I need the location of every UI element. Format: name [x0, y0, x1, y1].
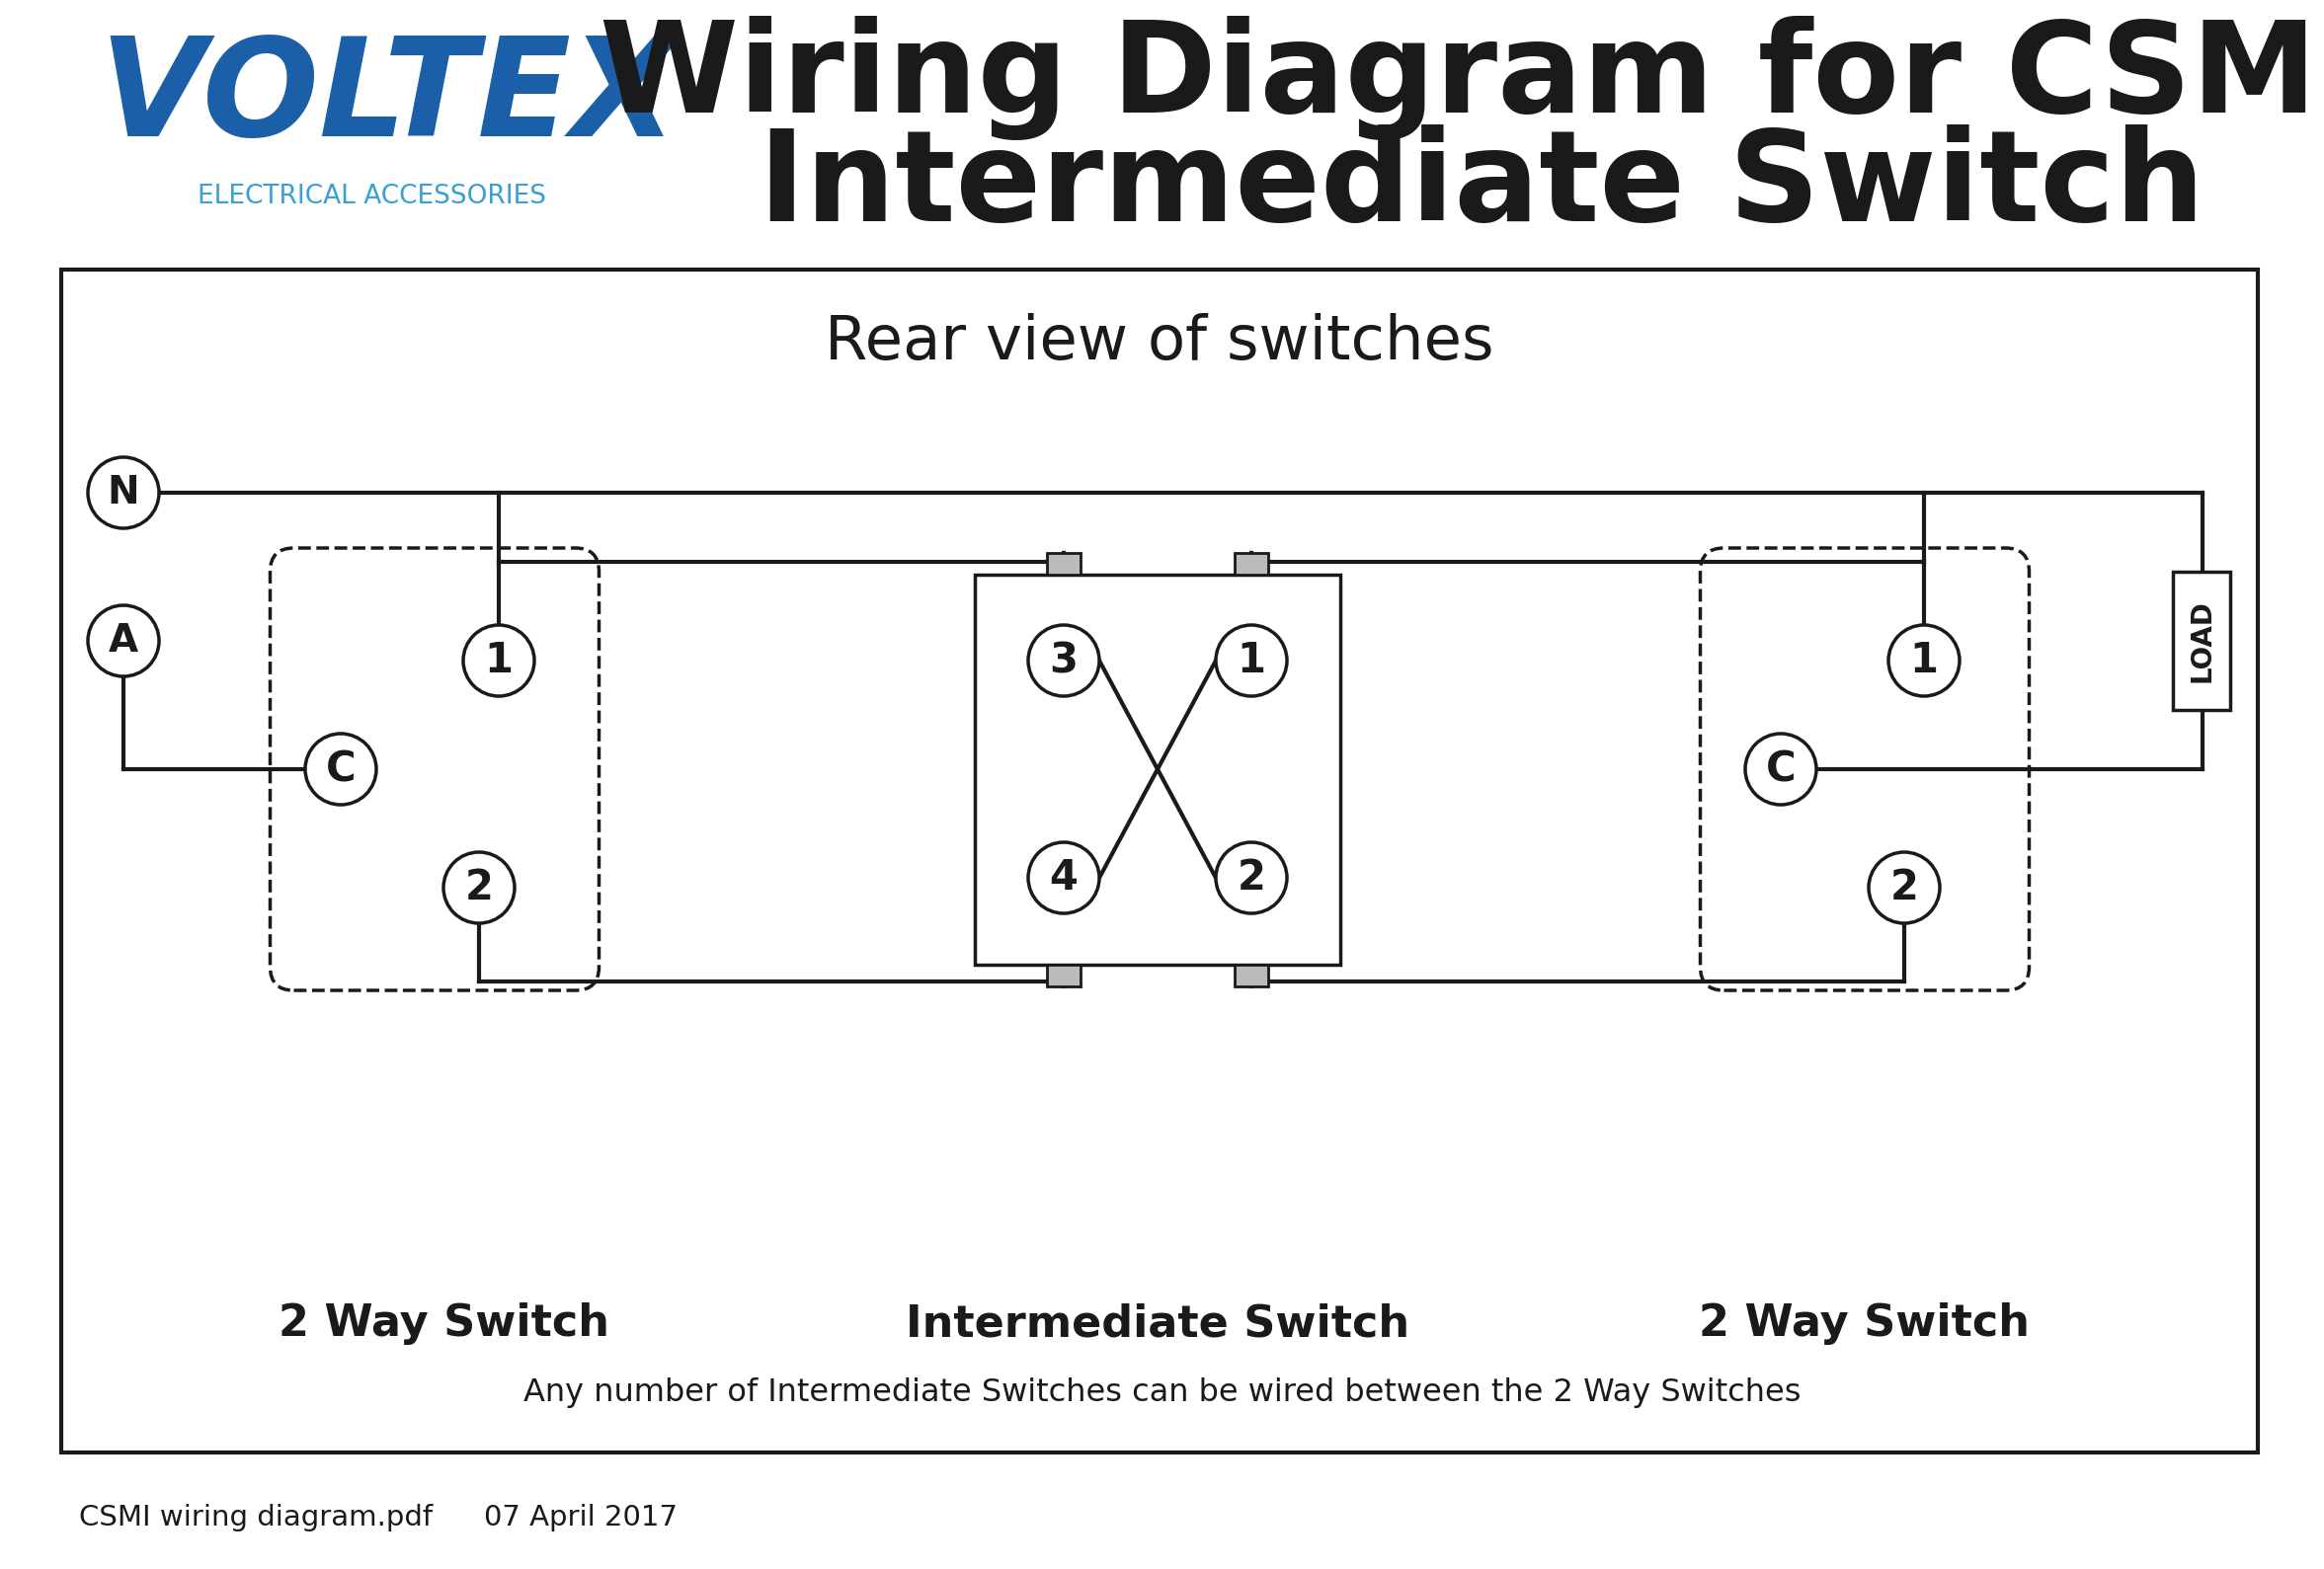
- Circle shape: [462, 624, 535, 697]
- Text: LOAD: LOAD: [2189, 599, 2217, 683]
- Text: 2: 2: [1236, 857, 1267, 899]
- Circle shape: [88, 457, 158, 529]
- Text: ELECTRICAL ACCESSORIES: ELECTRICAL ACCESSORIES: [198, 184, 546, 209]
- Circle shape: [1027, 843, 1099, 913]
- Text: ®: ®: [611, 61, 646, 94]
- Text: Intermediate Switch: Intermediate Switch: [758, 126, 2205, 248]
- Circle shape: [1215, 624, 1287, 697]
- Text: Wiring Diagram for CSMI: Wiring Diagram for CSMI: [600, 16, 2324, 140]
- Text: 2 Way Switch: 2 Way Switch: [279, 1302, 609, 1345]
- Bar: [1046, 965, 1081, 985]
- Text: 1: 1: [483, 640, 514, 681]
- Text: N: N: [107, 474, 139, 511]
- Text: 1: 1: [1236, 640, 1267, 681]
- Circle shape: [1027, 624, 1099, 697]
- Bar: [1234, 965, 1269, 985]
- FancyBboxPatch shape: [1701, 548, 2029, 990]
- Circle shape: [1215, 843, 1287, 913]
- Text: Rear view of switches: Rear view of switches: [825, 312, 1494, 372]
- Text: A: A: [109, 621, 139, 659]
- Circle shape: [1745, 734, 1817, 805]
- Text: CSMI wiring diagram.pdf: CSMI wiring diagram.pdf: [79, 1503, 432, 1531]
- Text: Intermediate Switch: Intermediate Switch: [906, 1302, 1408, 1345]
- Text: 07 April 2017: 07 April 2017: [483, 1503, 679, 1531]
- Text: C: C: [1766, 748, 1796, 789]
- Bar: [60, 270, 2259, 1453]
- Circle shape: [88, 606, 158, 676]
- Text: 2: 2: [1889, 868, 1920, 908]
- Text: 4: 4: [1050, 857, 1078, 899]
- Text: Any number of Intermediate Switches can be wired between the 2 Way Switches: Any number of Intermediate Switches can …: [523, 1378, 1801, 1409]
- Text: 3: 3: [1050, 640, 1078, 681]
- Text: C: C: [325, 748, 356, 789]
- Circle shape: [1889, 624, 1959, 697]
- Text: 2 Way Switch: 2 Way Switch: [1699, 1302, 2031, 1345]
- Circle shape: [444, 852, 514, 923]
- Bar: [1046, 552, 1081, 574]
- Circle shape: [1868, 852, 1941, 923]
- Bar: [974, 574, 1341, 965]
- FancyBboxPatch shape: [270, 548, 600, 990]
- Text: 2: 2: [465, 868, 493, 908]
- Circle shape: [304, 734, 376, 805]
- Bar: [2173, 571, 2231, 709]
- Bar: [1234, 552, 1269, 574]
- Text: 1: 1: [1910, 640, 1938, 681]
- Text: VOLTEX: VOLTEX: [98, 31, 676, 165]
